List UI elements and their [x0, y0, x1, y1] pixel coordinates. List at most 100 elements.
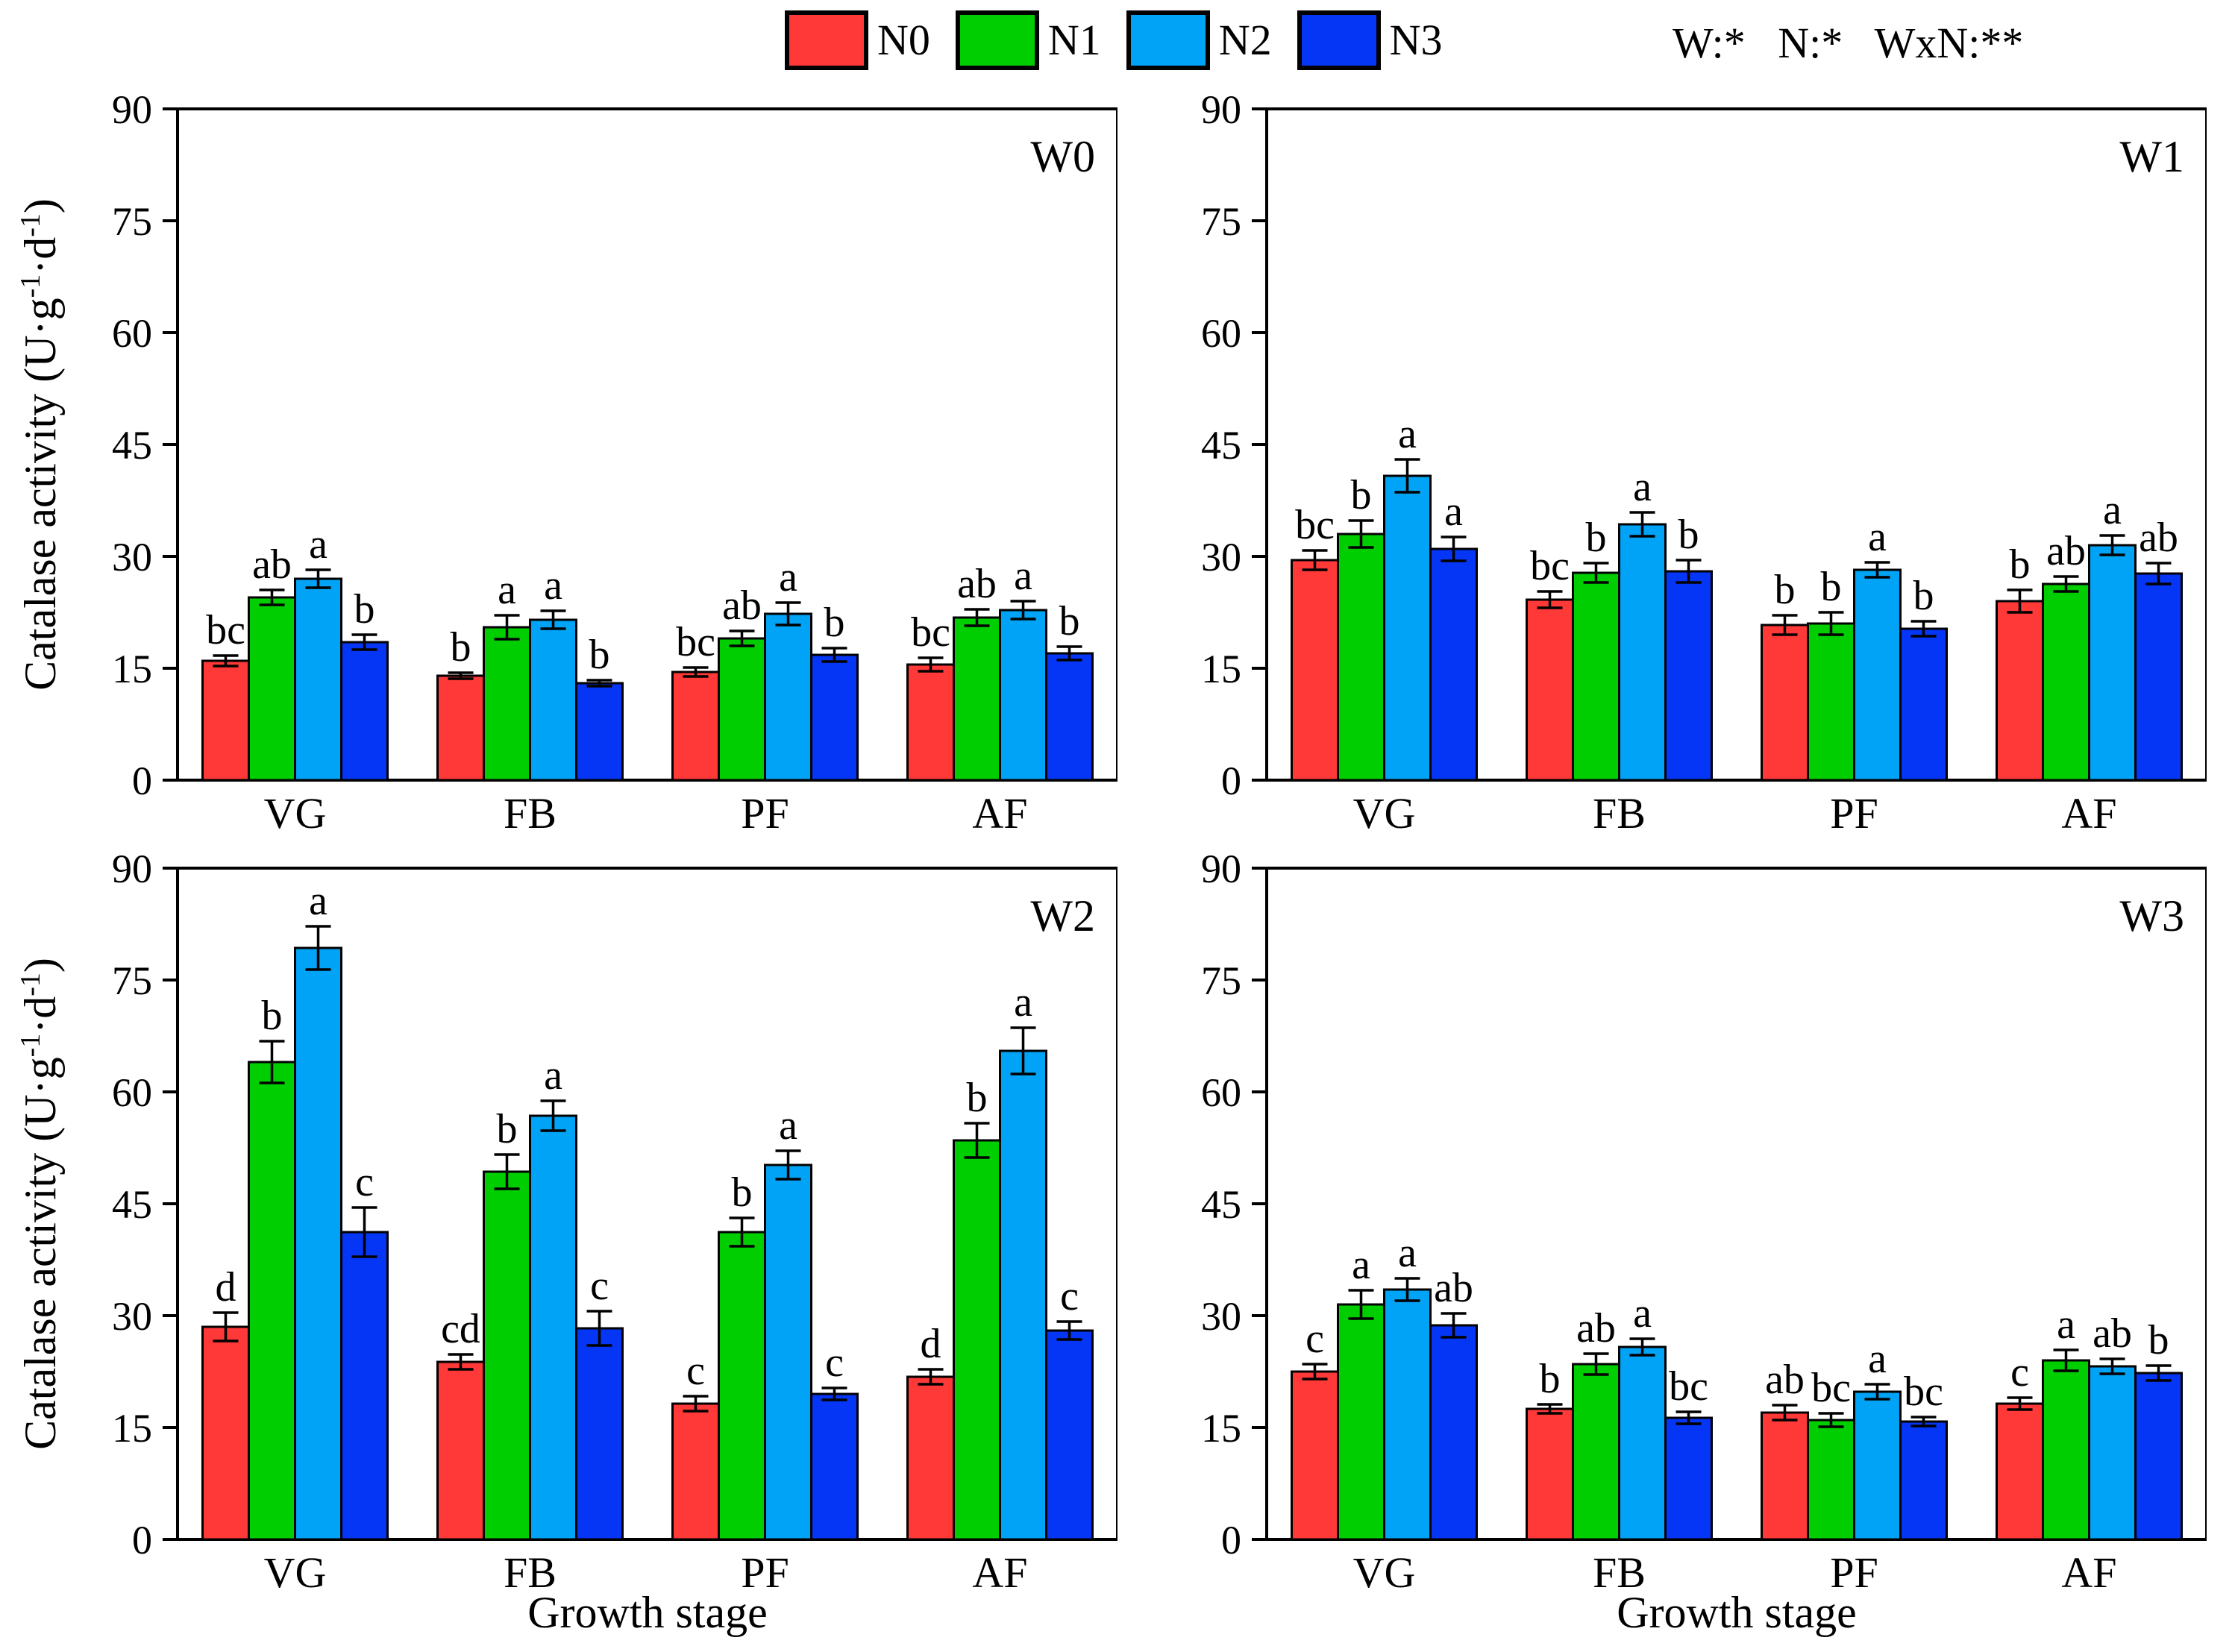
sig-letter: b [2010, 541, 2031, 588]
bar-n3-vg [340, 1231, 389, 1541]
bar-n3-fb [1664, 1416, 1713, 1541]
x-axis-title-left: Growth stage [527, 1588, 768, 1637]
sig-letter: bc [1904, 1369, 1943, 1415]
x-category-label: AF [972, 1548, 1027, 1597]
sig-letter: a [544, 562, 562, 609]
sig-letter: a [498, 567, 516, 613]
bar-n0-vg [1291, 1370, 1339, 1541]
legend-item-n2: N2 [1126, 10, 1272, 70]
sig-letter: b [1586, 515, 1607, 561]
bar-n1-pf [718, 1231, 766, 1541]
sig-letter: b [354, 586, 375, 632]
bar-n0-af [1996, 1402, 2044, 1541]
bar-n1-fb [483, 626, 531, 782]
bar-n0-fb [1526, 1407, 1574, 1541]
sig-letter: b [262, 993, 283, 1039]
legend-label-n3: N3 [1389, 16, 1443, 64]
sig-letter: c [590, 1263, 609, 1309]
bar-n3-pf [1899, 1420, 1948, 1541]
y-tick-label: 30 [112, 1294, 152, 1339]
bar-n3-vg [1429, 1324, 1478, 1541]
bar-n1-pf [1807, 1419, 1855, 1541]
bar-n0-fb [1526, 598, 1574, 782]
legend-swatch-n0 [785, 10, 868, 70]
x-category-label: VG [1353, 789, 1416, 838]
y-tick-label: 90 [112, 88, 152, 132]
y-tick-label: 75 [1201, 958, 1241, 1003]
sig-letter: a [1633, 1290, 1652, 1337]
bar-n3-fb [1664, 570, 1713, 782]
bar-n2-pf [764, 612, 812, 782]
y-tick-label: 75 [112, 199, 152, 244]
bar-n2-af [2088, 1365, 2137, 1541]
bar-n3-vg [340, 641, 389, 782]
y-tick-label: 60 [112, 1070, 152, 1115]
bar-n2-vg [294, 577, 342, 782]
bar-n1-pf [718, 637, 766, 782]
panel-w2: 0 15 30 45 60 75 90 VG d b a c FB cd b a c PF c b a c AF d b a c W2 [28, 847, 1119, 1606]
bar-n2-vg [1383, 474, 1432, 782]
sig-letter: b [2148, 1317, 2169, 1363]
bar-n0-vg [201, 1325, 250, 1541]
bar-n2-fb [1618, 523, 1667, 782]
sig-letter: a [1014, 979, 1032, 1026]
sig-letter: a [1398, 411, 1417, 457]
bar-n2-af [999, 1049, 1047, 1541]
bar-n2-af [999, 609, 1047, 782]
sig-letter: d [921, 1321, 941, 1367]
sig-letter: ab [2093, 1310, 2132, 1357]
panel-label: W2 [1030, 891, 1095, 940]
y-tick-label: 0 [1221, 759, 1241, 803]
bar-n3-pf [810, 653, 859, 782]
sig-letter: bc [1669, 1363, 1708, 1410]
bar-n0-pf [671, 1402, 720, 1541]
anova-significance-text: W:* N:* WxN:** [1673, 19, 2024, 67]
sig-letter: ab [2139, 515, 2178, 561]
sig-letter: a [1398, 1230, 1417, 1276]
sig-letter: c [2010, 1349, 2029, 1395]
bar-n1-af [953, 616, 1001, 782]
sig-letter: b [967, 1075, 988, 1121]
x-category-label: AF [972, 789, 1027, 838]
sig-letter: bc [206, 607, 245, 653]
panel-w1: 0 15 30 45 60 75 90 VG bc b a a FB bc b a b PF b b a b AF b ab a a… [1118, 87, 2208, 847]
y-tick-label: 90 [112, 847, 152, 891]
x-category-label: VG [1353, 1548, 1416, 1597]
y-tick-label: 30 [1201, 1294, 1241, 1339]
legend-swatch-n3 [1297, 10, 1381, 70]
sig-letter: ab [1765, 1357, 1805, 1403]
y-tick-label: 60 [1201, 1070, 1241, 1115]
bar-n0-fb [436, 674, 485, 782]
legend: N0 N1 N2 N3 [785, 10, 1443, 70]
sig-letter: a [544, 1052, 562, 1099]
y-tick-label: 60 [1201, 311, 1241, 356]
bar-n3-af [1045, 1329, 1094, 1541]
bar-n3-af [2134, 572, 2183, 782]
y-tick-label: 45 [112, 1182, 152, 1227]
bar-n0-fb [436, 1360, 485, 1541]
sig-letter: b [589, 632, 610, 678]
sig-letter: b [1775, 567, 1796, 613]
sig-letter: a [1444, 489, 1463, 535]
bar-n0-pf [1761, 1411, 1809, 1541]
panel-label: W1 [2119, 132, 2184, 181]
sig-letter: bc [911, 609, 950, 656]
bar-n2-pf [1853, 568, 1902, 782]
panel-w3: 0 15 30 45 60 75 90 VG c a a ab FB b ab a bc PF ab bc a bc AF c… [1118, 847, 2208, 1606]
y-tick-label: 15 [112, 647, 152, 691]
bar-n1-af [2042, 1359, 2090, 1541]
bar-n3-pf [1899, 627, 1948, 782]
panel-w0: 0 15 30 45 60 75 90 VG bc ab a b FB b a a b PF bc ab a b AF bc a… [28, 87, 1119, 847]
y-tick-label: 0 [132, 1518, 152, 1563]
legend-item-n1: N1 [955, 10, 1101, 70]
bar-n3-af [1045, 652, 1094, 782]
sig-letter: bc [676, 619, 715, 665]
legend-swatch-n1 [955, 10, 1039, 70]
x-category-label: FB [504, 1548, 557, 1597]
y-tick-label: 30 [1201, 535, 1241, 580]
bar-n1-pf [1807, 622, 1855, 782]
x-category-label: VG [264, 1548, 327, 1597]
